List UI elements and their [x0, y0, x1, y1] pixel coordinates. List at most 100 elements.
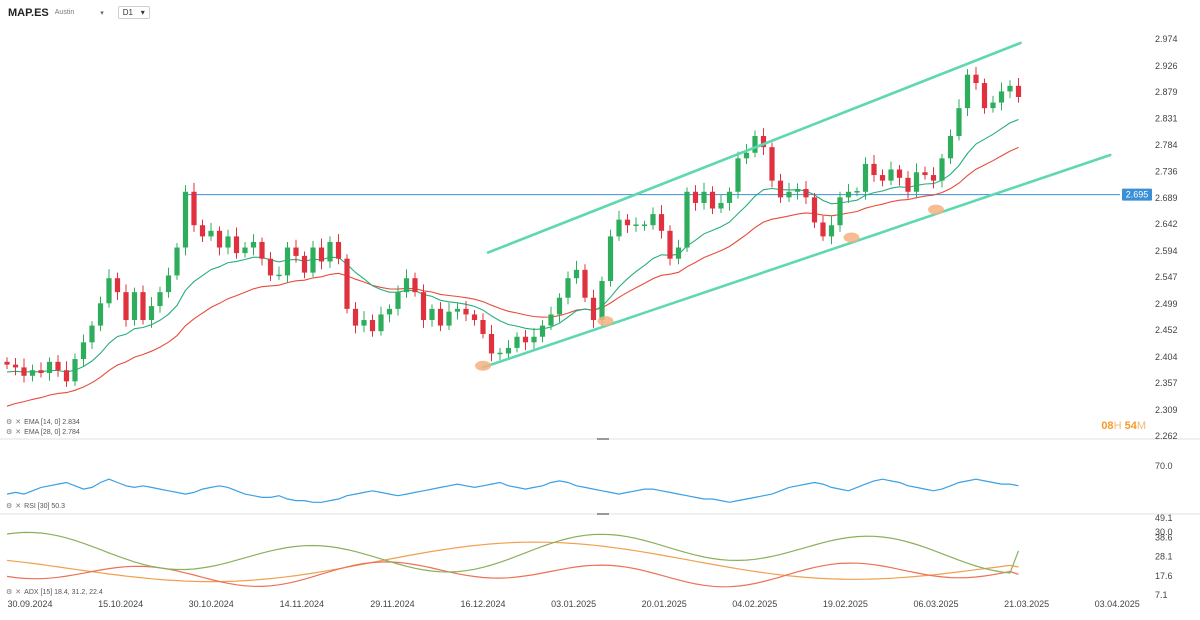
bar-countdown: 08H 54M	[1101, 420, 1146, 432]
candle-up	[403, 278, 410, 293]
candle-up	[913, 172, 920, 192]
ema28-legend-label: EMA [28, 0] 2.784	[24, 428, 80, 436]
candle-down	[420, 292, 427, 321]
candle-up	[395, 292, 401, 309]
rsi-line	[6, 478, 1019, 503]
candle-down	[216, 230, 223, 248]
pane-resize-handle[interactable]	[597, 438, 609, 440]
candle-up	[565, 278, 571, 298]
candle-up	[182, 191, 189, 248]
adx-plus-di-line	[6, 541, 1019, 583]
candle-down	[140, 292, 146, 321]
candle-down	[624, 219, 631, 226]
candle-down	[981, 83, 988, 109]
candle-down	[820, 222, 826, 237]
symbol-label[interactable]: MAP.ES	[8, 6, 49, 19]
x-tick-label: 30.10.2024	[189, 599, 234, 609]
candle-up	[556, 297, 563, 315]
rsi-legend-label: RSI [30] 50.3	[24, 502, 66, 510]
candle-up	[97, 303, 104, 326]
candle-up	[1007, 85, 1013, 92]
candle-up	[828, 225, 835, 237]
x-tick-label: 21.03.2025	[1004, 599, 1049, 609]
candle-up	[72, 359, 78, 382]
y-tick-label: 2.547	[1155, 272, 1178, 282]
candle-up	[378, 314, 384, 332]
settings-icon[interactable]: ⚙	[6, 429, 13, 436]
rsi-legend[interactable]: ⚙ ✕ RSI [30] 50.3	[6, 502, 66, 511]
candle-down	[38, 370, 44, 373]
candle-up	[242, 247, 248, 254]
chart-header: MAP.ES Austin ▾ D1 ▾	[8, 6, 150, 19]
candle-down	[896, 169, 903, 178]
adx-legend-label: ADX [15] 18.4, 31.2, 22.4	[24, 588, 103, 596]
candle-down	[369, 320, 376, 332]
candle-up	[539, 325, 546, 337]
candle-up	[701, 191, 707, 203]
chevron-down-icon[interactable]: ▾	[100, 9, 104, 17]
candle-down	[267, 258, 274, 276]
timeframe-value: D1	[122, 8, 133, 17]
candle-down	[692, 191, 699, 203]
candle-up	[454, 308, 461, 312]
pane-resize-handle[interactable]	[597, 513, 609, 515]
candle-down	[114, 278, 121, 293]
candle-up	[633, 224, 639, 226]
candle-down	[301, 255, 308, 273]
candle-up	[684, 191, 690, 248]
candle-up	[641, 224, 648, 226]
candle-up	[786, 191, 792, 198]
candle-up	[446, 311, 452, 326]
y-tick-label: 2.499	[1155, 299, 1178, 309]
candle-up	[956, 108, 962, 137]
x-tick-label: 14.11.2024	[280, 599, 324, 609]
candle-up	[276, 274, 282, 277]
x-tick-label: 20.01.2025	[642, 599, 687, 609]
adx-tick-label: 28.1	[1155, 552, 1173, 562]
settings-icon[interactable]: ⚙	[6, 419, 13, 426]
candle-up	[837, 197, 843, 226]
candle-up	[361, 320, 367, 326]
candle-up	[616, 219, 622, 237]
candle-down	[63, 370, 70, 382]
candle-down	[437, 308, 444, 326]
close-icon[interactable]: ✕	[15, 429, 22, 436]
ema28-legend[interactable]: ⚙ ✕ EMA [28, 0] 2.784	[6, 428, 80, 437]
candle-down	[412, 278, 418, 293]
y-tick-label: 2.309	[1155, 405, 1178, 415]
channel-upper-line	[486, 41, 1022, 254]
y-tick-label: 2.784	[1155, 140, 1178, 150]
settings-icon[interactable]: ⚙	[6, 589, 13, 596]
adx-tick-label: 17.6	[1155, 571, 1173, 581]
x-tick-label: 03.01.2025	[551, 599, 596, 609]
timeframe-select[interactable]: D1 ▾	[117, 6, 150, 19]
candle-up	[131, 292, 138, 321]
countdown-minutes-unit: M	[1136, 420, 1146, 432]
touch-point-marker	[843, 232, 860, 243]
candle-down	[871, 163, 877, 176]
candle-up	[650, 214, 656, 226]
candle-up	[250, 241, 257, 248]
adx-legend[interactable]: ⚙ ✕ ADX [15] 18.4, 31.2, 22.4	[6, 588, 103, 597]
candle-down	[21, 367, 27, 376]
candle-down	[803, 188, 809, 198]
ema14-legend[interactable]: ⚙ ✕ EMA [14, 0] 2.834	[6, 418, 80, 427]
close-icon[interactable]: ✕	[15, 419, 22, 426]
candle-up	[888, 169, 894, 181]
candle-up	[174, 247, 180, 276]
settings-icon[interactable]: ⚙	[6, 503, 13, 510]
candle-up	[735, 158, 741, 192]
candle-down	[811, 197, 818, 223]
close-icon[interactable]: ✕	[15, 503, 22, 510]
candle-up	[573, 269, 580, 279]
close-icon[interactable]: ✕	[15, 589, 22, 596]
adx-main-line	[6, 531, 1020, 574]
candle-down	[922, 172, 928, 176]
x-tick-label: 04.02.2025	[732, 599, 777, 609]
candle-down	[582, 269, 588, 298]
candle-up	[998, 91, 1005, 103]
candle-up	[607, 236, 614, 281]
y-tick-label: 2.974	[1155, 34, 1178, 44]
candle-down	[760, 136, 767, 148]
